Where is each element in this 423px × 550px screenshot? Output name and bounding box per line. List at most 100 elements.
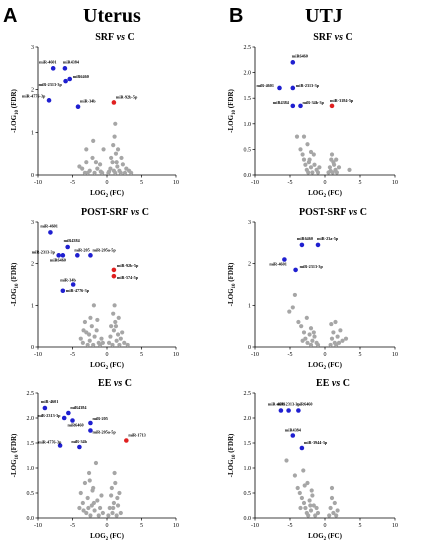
grey-point [327, 165, 332, 170]
grey-point [99, 493, 104, 498]
grey-point [95, 166, 100, 171]
x-tick-label: -5 [288, 180, 293, 186]
grey-point [336, 165, 342, 170]
panel-letter-b: B [229, 5, 244, 27]
x-tick-label: 10 [392, 180, 398, 186]
grey-point [86, 332, 92, 337]
grey-point [315, 342, 321, 348]
highlight-point [290, 103, 296, 109]
grey-point [306, 160, 311, 165]
highlight-point [62, 66, 68, 71]
y-tick-label: 1.5 [27, 441, 35, 447]
grey-point [118, 510, 123, 516]
grey-point [328, 168, 333, 174]
y-tick-label: 0.0 [244, 173, 252, 179]
highlight-point [290, 85, 296, 91]
y-tick-label: 1.5 [244, 96, 252, 102]
y-tick-label: 0.0 [244, 516, 252, 522]
grey-point [300, 338, 305, 343]
grey-point [299, 324, 304, 329]
grey-point [95, 317, 100, 323]
point-label: miR-4601 [41, 399, 58, 404]
point-label: miR-34b [60, 278, 76, 283]
grey-point [292, 473, 297, 478]
grey-point [306, 513, 311, 518]
grey-point [114, 338, 119, 343]
grey-point [122, 170, 128, 175]
grey-point [347, 167, 352, 172]
y-tick-label: 2.5 [27, 391, 35, 397]
grey-point [309, 488, 314, 493]
y-tick-label: 0.5 [244, 147, 252, 153]
plot-title: EE vs C [316, 378, 350, 389]
y-tick-label: 2.5 [244, 391, 252, 397]
y-tick-label: 0.0 [27, 516, 35, 522]
grey-point [107, 505, 112, 511]
grey-point [340, 338, 345, 343]
grey-point [124, 166, 129, 171]
grey-point [111, 500, 116, 506]
grey-point [91, 138, 96, 143]
highlight-point [282, 257, 287, 262]
point-label: miR-574-5p [117, 275, 139, 280]
highlight-point [61, 415, 67, 421]
grey-point [113, 324, 119, 329]
grey-point [115, 503, 121, 508]
x-tick-label: -5 [70, 180, 75, 186]
grey-point [299, 495, 304, 501]
grey-point [98, 162, 103, 167]
grey-point [294, 134, 300, 139]
point-label: miR-205a-5p [92, 430, 116, 435]
x-tick-label: 5 [359, 180, 362, 186]
grey-point [117, 490, 122, 496]
x-tick-label: 0 [324, 180, 327, 186]
point-label: miR6460 [50, 257, 66, 262]
point-label: miR6460 [73, 74, 89, 79]
grey-point [98, 505, 103, 511]
y-tick-label: 1.0 [244, 466, 252, 472]
grey-point [100, 510, 105, 516]
grey-point [129, 170, 134, 175]
grey-point [92, 170, 97, 175]
x-tick-label: -10 [34, 352, 42, 358]
grey-point [297, 490, 302, 496]
highlight-point [48, 230, 53, 235]
y-tick-label: 2 [248, 262, 251, 268]
column-title-utj: UTJ [305, 5, 343, 27]
grey-point [119, 155, 124, 161]
grey-point [305, 340, 310, 345]
grey-point [300, 152, 305, 157]
grey-point [106, 513, 111, 518]
grey-point [311, 330, 316, 335]
grey-point [78, 336, 83, 341]
volcano-plot-6: EE vs C -10 -5 0 5 10 0.0 0.5 1.0 1.5 2.0 2.5 LOG2 (… [227, 378, 398, 542]
grey-point [336, 340, 342, 345]
y-tick-label: 0 [31, 345, 34, 351]
grey-point [88, 513, 93, 518]
point-label: miR-2313-3p [277, 402, 301, 407]
grey-point [301, 468, 306, 473]
grey-point [88, 315, 93, 320]
point-label: miR-2313-3p [39, 82, 63, 87]
point-label: miR-4776-3p [66, 288, 90, 293]
point-label: miR-23a-5p [317, 236, 339, 241]
x-axis-label: LOG2 (FC) [308, 532, 342, 542]
highlight-point [277, 85, 282, 91]
x-tick-label: 10 [173, 352, 179, 358]
plot-title: SRF vs C [95, 32, 134, 43]
y-axis-label: -LOG10 (FDR) [227, 88, 237, 132]
highlight-point [88, 428, 93, 433]
highlight-point [124, 438, 129, 443]
grey-point [306, 170, 311, 175]
grey-point [287, 309, 292, 314]
point-label: miR-4601 [39, 59, 56, 64]
point-label: miR-92b-5p [116, 94, 138, 99]
grey-point [77, 505, 82, 511]
grey-point [331, 160, 336, 165]
grey-point [80, 500, 85, 506]
grey-point [87, 338, 92, 343]
grey-point [91, 500, 96, 506]
point-label: miR6460 [68, 423, 84, 428]
point-label: miR-2313-3p [37, 413, 61, 418]
